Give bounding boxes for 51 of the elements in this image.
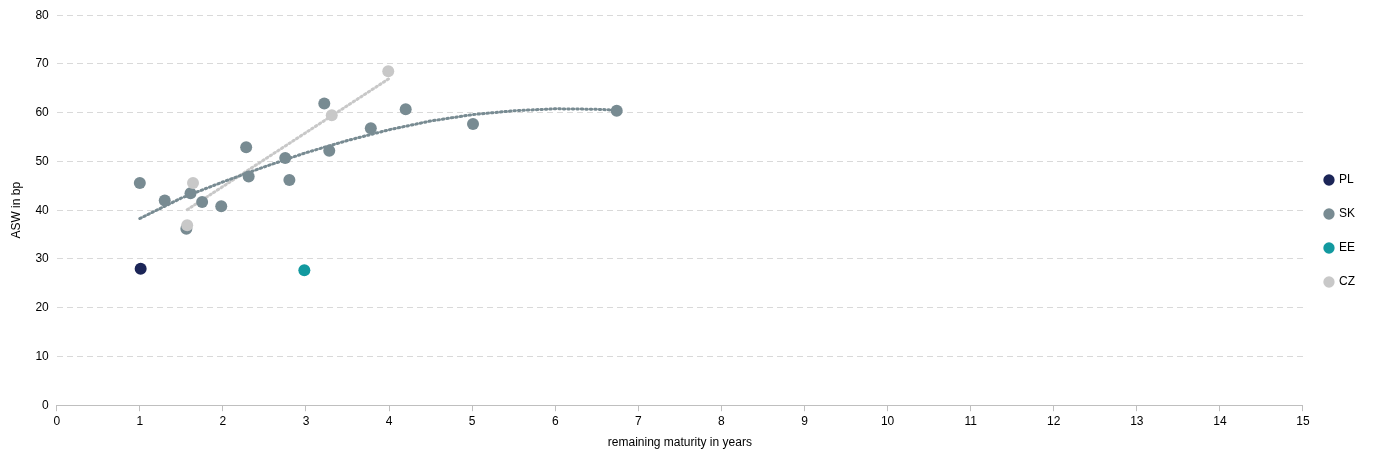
legend-label: CZ xyxy=(1338,274,1355,289)
x-tick-label: 3 xyxy=(302,413,310,428)
x-tick-label: 12 xyxy=(1047,413,1061,428)
y-tick-label: 80 xyxy=(35,7,50,22)
x-tick-label: 1 xyxy=(136,413,144,428)
point xyxy=(283,173,296,186)
point xyxy=(133,176,146,189)
x-tick-label: 13 xyxy=(1130,413,1144,428)
x-tick-label: 2 xyxy=(219,413,227,428)
point xyxy=(158,194,171,207)
x-tick-label: 10 xyxy=(880,413,895,428)
x-tick-label: 5 xyxy=(468,413,476,428)
point xyxy=(196,195,209,208)
y-tick-label: 0 xyxy=(42,397,50,412)
y-tick-label: 60 xyxy=(35,105,50,120)
y-tick-label: 40 xyxy=(35,202,50,217)
point xyxy=(298,264,311,277)
point xyxy=(215,200,228,213)
point xyxy=(184,187,197,200)
point xyxy=(610,104,623,117)
point xyxy=(240,141,253,154)
point xyxy=(134,262,147,275)
y-tick-label: 50 xyxy=(35,153,50,168)
x-tick-label: 4 xyxy=(385,413,393,428)
point xyxy=(399,103,412,116)
point xyxy=(187,176,199,189)
legend-label: EE xyxy=(1338,240,1356,255)
y-tick-label: 70 xyxy=(35,56,50,71)
point xyxy=(318,97,331,110)
y-axis-title: ASW in bp xyxy=(8,181,23,239)
x-tick-label: 0 xyxy=(53,413,61,428)
legend-label: SK xyxy=(1338,206,1356,221)
x-tick-label: 6 xyxy=(551,413,559,428)
x-tick-label: 8 xyxy=(718,413,726,428)
x-tick-label: 14 xyxy=(1213,413,1227,428)
point xyxy=(364,122,377,135)
legend-label: PL xyxy=(1338,172,1354,187)
point xyxy=(242,170,255,183)
y-tick-label: 10 xyxy=(35,348,50,363)
x-tick-label: 15 xyxy=(1296,413,1310,428)
point xyxy=(466,117,479,130)
point xyxy=(323,144,336,157)
x-axis-title: remaining maturity in years xyxy=(607,435,752,450)
point xyxy=(382,65,395,78)
point xyxy=(325,109,338,122)
point xyxy=(279,152,292,165)
x-tick-label: 7 xyxy=(634,413,642,428)
x-tick-label: 11 xyxy=(964,413,978,428)
y-tick-label: 30 xyxy=(35,251,50,266)
x-tick-label: 9 xyxy=(801,413,809,428)
y-tick-label: 20 xyxy=(35,300,50,315)
